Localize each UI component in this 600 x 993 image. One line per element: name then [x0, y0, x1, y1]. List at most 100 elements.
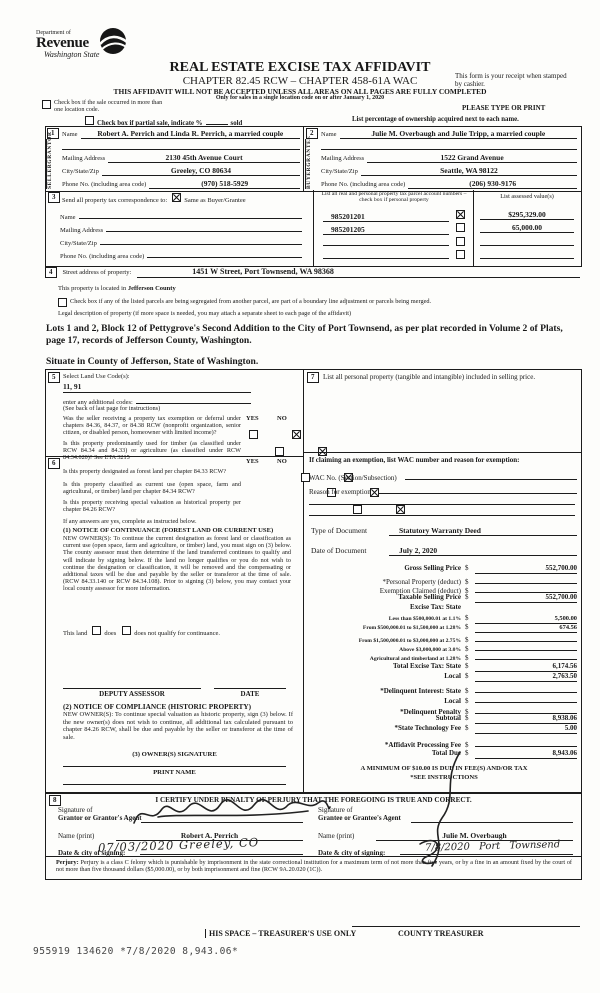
- buyer-city-value: Seattle, WA 98122: [360, 166, 577, 176]
- total-excise-state-row: Total Excise Tax: State $ 6,174.56: [393, 662, 577, 672]
- additional-codes-row: enter any additional codes:: [63, 395, 251, 406]
- notice1-title: (1) NOTICE OF CONTINUANCE (FOREST LAND O…: [63, 527, 274, 534]
- corr-name-row: Name: [60, 209, 302, 221]
- grantor-signature-line: [141, 822, 303, 823]
- question-historic: Is this property receiving special valua…: [63, 499, 241, 514]
- reason-extra-line-2: [309, 515, 575, 516]
- section8-number: 8: [49, 795, 61, 806]
- owners-signature-line: [63, 766, 286, 767]
- treasurer-space-label: HIS SPACE – TREASURER'S USE ONLY: [205, 929, 356, 938]
- seller-city-row: City/State/Zip Greeley, CO 80634: [62, 166, 300, 176]
- street-address-value: 1451 W Street, Port Townsend, WA 98368: [137, 267, 580, 278]
- seller-phone-label: Phone No. (including area code): [62, 181, 147, 188]
- seller-role-label: SELLERGRANTOR: [46, 131, 59, 189]
- total-excise-local-row: Local $ 2,763.50: [444, 672, 577, 682]
- partial-sale-suffix: sold: [230, 120, 243, 127]
- excise-tax-header: Excise Tax: State: [410, 603, 461, 611]
- section7-label: List all personal property (tangible and…: [323, 373, 536, 381]
- corr-city-row: City/State/Zip: [60, 235, 302, 247]
- land-use-codes: 11, 91: [63, 382, 251, 393]
- exemption-divider: [303, 452, 581, 453]
- question-forest: Is this property designated as forest la…: [63, 468, 227, 475]
- treasurer-rule: [352, 926, 580, 927]
- agency-dept-line: Department of: [36, 30, 71, 36]
- seller-name-label: Name: [62, 131, 78, 138]
- parcel-personal-checkbox: [456, 237, 465, 246]
- deputy-date-label: DATE: [240, 690, 260, 698]
- buyer-city-label: City/State/Zip: [321, 168, 358, 175]
- timber-yes-checkbox: [275, 447, 284, 456]
- column-divider: [303, 370, 304, 793]
- tier-row-5: Agricultural and timberland at 1.28% $: [311, 650, 577, 662]
- parcel-number: [323, 249, 449, 259]
- county-treasurer-label: COUNTY TREASURER: [398, 929, 484, 938]
- question-exemption: Was the seller receiving a property tax …: [63, 415, 241, 437]
- seller-address-row: Mailing Address 2130 45th Avenue Court: [62, 153, 300, 163]
- grantee-signature-line: [411, 822, 573, 823]
- delinquent-interest-state-row: *Delinquent Interest: State $: [311, 683, 577, 695]
- exemption-claimed-row: Exemption Claimed (deduct) $: [311, 583, 577, 595]
- section3-box: 3 Send all property tax correspondence t…: [45, 190, 582, 267]
- located-line: This property is located in Jefferson Co…: [58, 285, 176, 292]
- legal-description-text: Lots 1 and 2, Block 12 of Pettygrove's S…: [46, 323, 563, 346]
- section4-number: 4: [45, 267, 57, 278]
- personal-property-row: *Personal Property (deduct) $: [311, 574, 577, 586]
- sec6-no-header: NO: [277, 458, 287, 465]
- buyer-address-label: Mailing Address: [321, 155, 365, 162]
- notice2-body: NEW OWNER(S): To continue special valuat…: [63, 711, 293, 741]
- affidavit-processing-fee-row: *Affidavit Processing Fee $: [311, 737, 577, 749]
- corr-city-blank: [99, 235, 302, 245]
- doc-date-row: Date of Document July 2, 2020: [311, 546, 577, 556]
- parcel-number: 985201201: [323, 212, 449, 222]
- seller-buyer-divider: [303, 127, 304, 191]
- historic-no-checkbox: [396, 505, 405, 514]
- if-yes-note: If any answers are yes, complete as inst…: [63, 518, 197, 525]
- additional-codes-blank: [135, 395, 251, 404]
- seller-address-label: Mailing Address: [62, 155, 106, 162]
- situate-line: Situate in County of Jefferson, State of…: [46, 356, 259, 367]
- deputy-date-line: [214, 688, 286, 689]
- please-type-or-print: PLEASE TYPE OR PRINT: [462, 104, 546, 112]
- timber-no-checkbox: [318, 447, 327, 456]
- segregated-row: Check box if any of the listed parcels a…: [58, 298, 568, 307]
- buyer-phone-label: Phone No. (including area code): [321, 181, 406, 188]
- question-timber: Is this property predominantly used for …: [63, 440, 241, 462]
- minimum-fee-note: A MINIMUM OF $10.00 IS DUE IN FEE(S) AND…: [360, 765, 528, 772]
- segregated-label: Check box if any of the listed parcels a…: [70, 298, 432, 305]
- buyer-city-row: City/State/Zip Seattle, WA 98122: [321, 166, 577, 176]
- multi-location-row: Check box if the sale occurred in more t…: [42, 99, 172, 113]
- exemption-header: If claiming an exemption, list WAC numbe…: [309, 456, 520, 464]
- tier-row-4: Above $3,000,000 at 3.0% $: [311, 641, 577, 653]
- assessed-value: [480, 236, 574, 246]
- form-warning: THIS AFFIDAVIT WILL NOT BE ACCEPTED UNLE…: [113, 87, 487, 96]
- wac-blank: [404, 470, 577, 480]
- partial-sale-blank: [205, 124, 228, 125]
- single-location-note: Only for sales in a single location code…: [215, 95, 385, 101]
- land-use-label: Select Land Use Code(s):: [63, 373, 130, 380]
- parcel-personal-checkbox: [456, 250, 465, 259]
- seller-buyer-box: 1 SELLERGRANTOR Name Robert A. Perrich a…: [45, 126, 582, 192]
- current-use-no-checkbox: [370, 488, 379, 497]
- reason-row: Reason for exemption: [309, 484, 577, 496]
- buyer-role-label: BUYERGRANTEE: [305, 135, 318, 189]
- grantor-name-row: Name (print) Robert A. Perrich: [58, 831, 303, 841]
- exemption-no-checkbox: [292, 430, 301, 439]
- grantor-signature-label: Signature of Grantor or Grantor's Agent: [58, 806, 142, 822]
- same-as-buyer-checkbox: [172, 193, 182, 202]
- section5-number: 5: [48, 372, 60, 383]
- doc-type-row: Type of Document Statutory Warranty Deed: [311, 526, 577, 536]
- section1-number: 1: [47, 128, 59, 139]
- buyer-name-value: Julie M. Overbaugh and Julie Tripp, a ma…: [339, 129, 577, 139]
- grantee-signature-scribble: [419, 751, 461, 867]
- buyer-phone-value: (206) 930-9176: [408, 179, 577, 189]
- doc-type-value: Statutory Warranty Deed: [389, 526, 577, 536]
- perjury-divider: [46, 856, 581, 857]
- reason-blank: [378, 484, 577, 494]
- assessed-value: 65,000.00: [480, 223, 574, 233]
- parcel-column: List all real and personal property tax …: [313, 190, 474, 266]
- historic-yes-checkbox: [353, 505, 362, 514]
- perjury-text: Perjury: Perjury is a class C felony whi…: [56, 859, 572, 874]
- grantee-name-value: Julie M. Overbaugh: [376, 831, 573, 841]
- seller-name-blank-line: [62, 141, 300, 150]
- correspondence-row: Send all property tax correspondence to:…: [62, 193, 246, 204]
